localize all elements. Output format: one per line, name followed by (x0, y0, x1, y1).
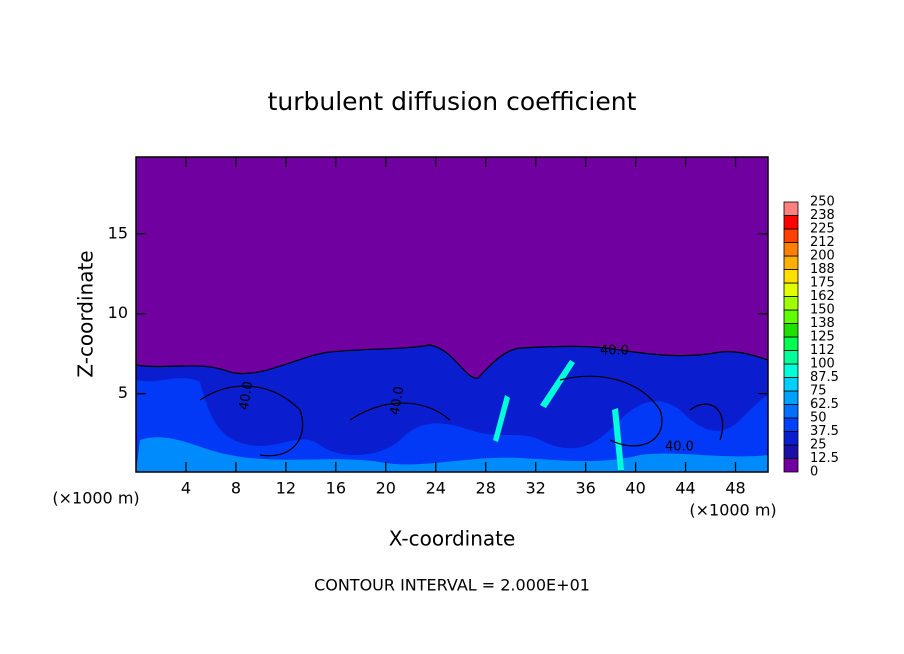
contour-label: 40.0 (237, 380, 257, 411)
colorbar-band (783, 309, 799, 324)
colorbar-label: 225 (810, 222, 835, 237)
x-tick-label: 4 (181, 479, 191, 498)
x-tick-label: 24 (426, 479, 446, 498)
colorbar-label: 100 (810, 357, 835, 372)
field-streak (493, 360, 624, 470)
colorbar-band (783, 282, 799, 297)
colorbar-band (783, 255, 799, 270)
x-tick-label: 32 (526, 479, 546, 498)
field-region (136, 378, 768, 472)
contour-line (135, 344, 769, 457)
colorbar-band (783, 350, 799, 365)
y-tick-label: 5 (118, 383, 128, 402)
colorbar-band (783, 377, 799, 392)
colorbar-label: 212 (810, 235, 835, 250)
x-tick-label: 36 (575, 479, 595, 498)
x-tick-label: 44 (675, 479, 695, 498)
contour-label: 40.0 (665, 440, 694, 455)
colorbar-band (783, 417, 799, 432)
colorbar-label: 12.5 (810, 451, 839, 466)
x-unit: (×1000 m) (689, 501, 776, 520)
colorbar-band (783, 336, 799, 351)
x-tick-label: 16 (326, 479, 346, 498)
colorbar-label: 87.5 (810, 370, 839, 385)
y-unit: (×1000 m) (52, 489, 139, 508)
colorbar-label: 25 (810, 438, 827, 453)
colorbar-band (783, 363, 799, 378)
x-tick-label: 12 (276, 479, 296, 498)
y-tick-label: 15 (108, 223, 128, 242)
chart-title: turbulent diffusion coefficient (268, 87, 637, 116)
colorbar-band (783, 404, 799, 419)
colorbar-label: 162 (810, 289, 835, 304)
colorbar-label: 125 (810, 330, 835, 345)
x-tick-label: 48 (725, 479, 745, 498)
footer: CONTOUR INTERVAL = 2.000E+01 (314, 576, 590, 595)
colorbar-band (783, 296, 799, 311)
colorbar-label: 62.5 (810, 397, 839, 412)
colorbar-label: 175 (810, 276, 835, 291)
field: 40.0 40.0 40.0 40.0 (135, 157, 769, 472)
colorbar-label: 50 (810, 411, 827, 426)
colorbar-label: 200 (810, 249, 835, 264)
contour-label: 40.0 (600, 344, 629, 359)
x-tick-label: 20 (376, 479, 396, 498)
colorbar-label: 75 (810, 384, 827, 399)
x-tick-label: 40 (625, 479, 645, 498)
colorbar-band (783, 269, 799, 284)
y-tick-label: 10 (108, 303, 128, 322)
colorbar-label: 238 (810, 208, 835, 223)
colorbar-band (783, 201, 799, 216)
colorbar-band (783, 323, 799, 338)
x-axis-label: X-coordinate (389, 527, 516, 551)
colorbar-label: 150 (810, 303, 835, 318)
contour-label: 40.0 (388, 385, 408, 416)
colorbar-band (783, 215, 799, 230)
x-tick-label: 8 (231, 479, 241, 498)
colorbar-label: 250 (810, 195, 835, 210)
colorbar-band (783, 242, 799, 257)
colorbar-band (783, 458, 799, 473)
y-axis-label: Z-coordinate (74, 250, 98, 377)
colorbar-label: 138 (810, 316, 835, 331)
colorbar-band (783, 390, 799, 405)
x-tick-label: 28 (476, 479, 496, 498)
field-region (136, 437, 768, 472)
colorbar-band (783, 431, 799, 446)
colorbar-band (783, 444, 799, 459)
colorbar-label: 112 (810, 343, 835, 358)
plot-frame (135, 156, 769, 473)
colorbar-label: 37.5 (810, 424, 839, 439)
colorbar-band (783, 228, 799, 243)
colorbar-label: 188 (810, 262, 835, 277)
colorbar-label: 0 (810, 465, 818, 480)
